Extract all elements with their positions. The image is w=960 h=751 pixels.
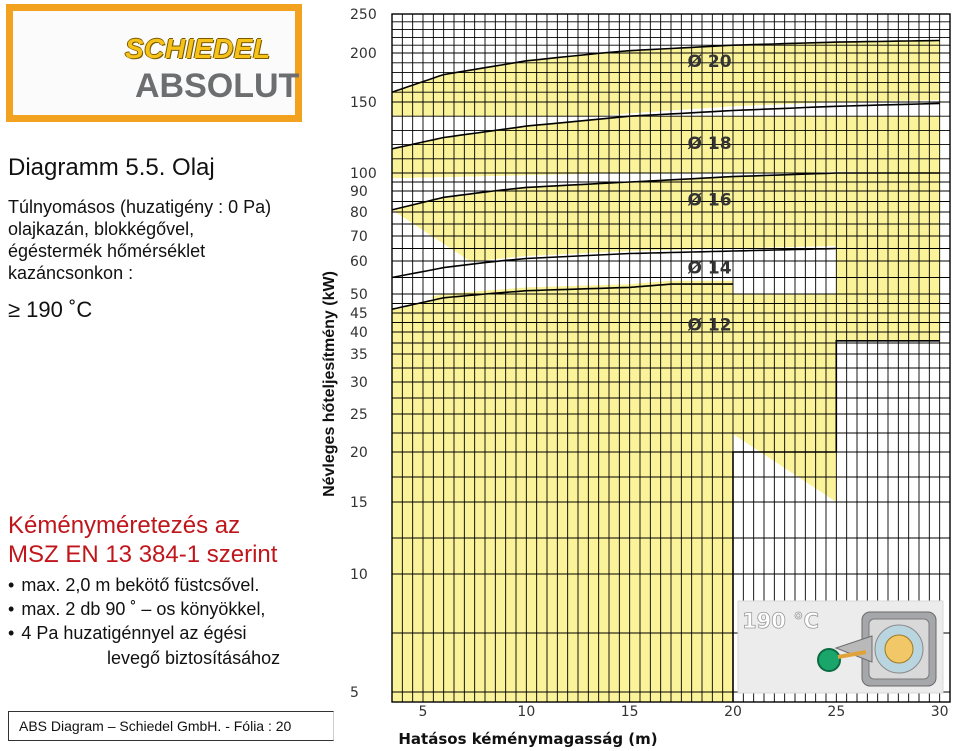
y-tick-label: 60 (350, 254, 368, 270)
x-tick-label: 15 (621, 704, 639, 720)
y-tick-label: 30 (350, 375, 368, 391)
y-tick-label: 35 (350, 347, 368, 363)
outline-layer (391, 39, 940, 702)
band-layer (392, 40, 940, 702)
series-label-16: Ø 16 (688, 190, 732, 210)
series-label-14: Ø 14 (688, 259, 732, 279)
band-18 (392, 103, 940, 179)
curve-20 (391, 39, 940, 93)
temperature-badge: 190 °C (737, 600, 944, 694)
sizing-title-line: Kéményméretezés az (8, 512, 241, 539)
x-tick-label: 10 (517, 704, 535, 720)
boiler-flue-icon (817, 611, 937, 687)
plot-frame (391, 13, 951, 703)
sizing-title: Kéményméretezés az MSZ EN 13 384-1 szeri… (8, 511, 277, 569)
series-label-layer: Ø 20 Ø 18 Ø 16 Ø 14 Ø 12 (688, 52, 732, 336)
band-gap (392, 246, 837, 452)
x-axis-label: Hatásos kéménymagasság (m) (398, 730, 657, 748)
schiedel-absolut-logo: SCHIEDEL ABSOLUT (6, 4, 302, 122)
grid-layer (391, 13, 951, 703)
y-tick-label: 250 (350, 7, 377, 23)
curve-12 (391, 283, 733, 310)
band-gap (392, 100, 940, 146)
y-tick-label: 50 (350, 287, 368, 303)
series-label-12: Ø 12 (688, 315, 732, 335)
y-tick-label: 150 (350, 95, 377, 111)
logo-panel: SCHIEDEL ABSOLUT (13, 11, 299, 115)
badge-text: 190 °C (742, 609, 819, 633)
band-12 (392, 284, 733, 702)
footer-caption: ABS Diagram – Schiedel GmbH. - Fólia : 2… (8, 711, 334, 741)
y-tick-label: 10 (350, 567, 368, 583)
band-gap (392, 171, 940, 206)
y-tick-label: 20 (350, 445, 368, 461)
description-line: olajkazán, blokkégővel, (8, 219, 195, 239)
bullet-continuation: levegő biztosításához (107, 648, 281, 668)
description-line: égéstermék hőmérséklet (8, 241, 206, 261)
diagram-title: Diagramm 5.5. Olaj (8, 154, 215, 181)
lower-limit-outline (732, 340, 940, 702)
bullet-item: max. 2,0 m bekötő füstcsővel. (8, 573, 265, 597)
y-tick-label: 70 (350, 229, 368, 245)
curve-16 (391, 172, 940, 211)
band-20 (392, 40, 940, 117)
description: Túlnyomásos (huzatigény : 0 Pa) olajkazá… (8, 196, 271, 284)
x-tick-label: 25 (827, 704, 845, 720)
bullet-item: 4 Pa huzatigénnyel az égési (8, 621, 265, 645)
bullet-list: max. 2,0 m bekötő füstcsővel. max. 2 db … (8, 573, 265, 645)
tick-layer: 5 10 15 20 25 30 35 40 45 50 60 70 80 90 100 150 200 250 5… (350, 7, 949, 748)
x-tick-label: 30 (931, 704, 949, 720)
description-line: kazáncsonkon : (8, 263, 134, 283)
y-tick-label: 100 (350, 166, 377, 182)
y-tick-label: 15 (350, 495, 368, 511)
y-tick-label: 5 (350, 685, 359, 701)
series-label-18: Ø 18 (688, 134, 732, 154)
series-label-20: Ø 20 (688, 52, 732, 72)
temperature-condition: ≥ 190 ˚C (8, 297, 93, 322)
bullet-item: max. 2 db 90 ˚ – os könyökkel, (8, 597, 265, 621)
sizing-title-line: MSZ EN 13 384-1 szerint (8, 541, 278, 568)
y-tick-label: 40 (350, 325, 368, 341)
y-tick-label: 25 (350, 407, 368, 423)
y-tick-label: 45 (350, 306, 368, 322)
x-tick-label: 5 (419, 704, 428, 720)
curve-14 (391, 247, 837, 279)
x-tick-label: 20 (724, 704, 742, 720)
description-line: Túlnyomásos (huzatigény : 0 Pa) (8, 197, 272, 217)
y-tick-label: 90 (350, 184, 368, 200)
logo-product: ABSOLUT (135, 67, 300, 105)
logo-brand: SCHIEDEL (125, 33, 271, 64)
y-tick-label: 200 (350, 46, 377, 62)
curve-18 (391, 102, 940, 150)
y-tick-label: 80 (350, 205, 368, 221)
